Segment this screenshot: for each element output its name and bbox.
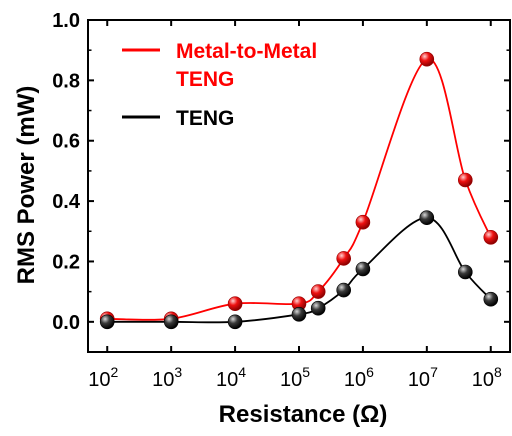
x-tick-label: 106 <box>344 364 374 391</box>
legend-label: TENG <box>176 107 234 130</box>
data-point <box>457 264 473 280</box>
x-tick-label: 103 <box>152 364 182 391</box>
x-tick-label: 108 <box>472 364 502 391</box>
data-point <box>457 172 473 188</box>
y-tick-label: 0.0 <box>52 312 80 334</box>
data-point <box>227 314 243 330</box>
x-tick-label: 104 <box>216 364 246 391</box>
data-point <box>291 306 307 322</box>
series-line-teng <box>107 216 492 324</box>
data-point <box>483 291 499 307</box>
x-axis-label: Resistance (Ω) <box>219 401 388 428</box>
x-tick-label: 105 <box>280 364 310 391</box>
data-point <box>355 214 371 230</box>
data-point <box>483 230 499 245</box>
data-point <box>419 210 435 225</box>
x-tick-label: 107 <box>408 364 438 391</box>
y-tick-label: 0.2 <box>52 251 80 273</box>
y-tick-label: 0.8 <box>52 70 80 92</box>
y-tick-label: 0.6 <box>52 131 80 153</box>
legend-label: Metal-to-Metal <box>176 40 317 63</box>
data-point <box>336 251 352 266</box>
data-point <box>310 300 326 316</box>
data-point <box>419 51 435 67</box>
data-point <box>336 282 352 298</box>
data-point <box>355 261 371 277</box>
y-tick-label: 0.4 <box>52 191 81 213</box>
y-tick-label: 1.0 <box>52 10 80 32</box>
legend-label: TENG <box>176 68 234 91</box>
y-axis-label: RMS Power (mW) <box>13 86 40 285</box>
x-tick-label: 102 <box>88 364 118 391</box>
data-point <box>163 314 179 330</box>
data-point <box>99 314 115 330</box>
data-point <box>310 284 326 299</box>
data-point <box>227 296 243 312</box>
